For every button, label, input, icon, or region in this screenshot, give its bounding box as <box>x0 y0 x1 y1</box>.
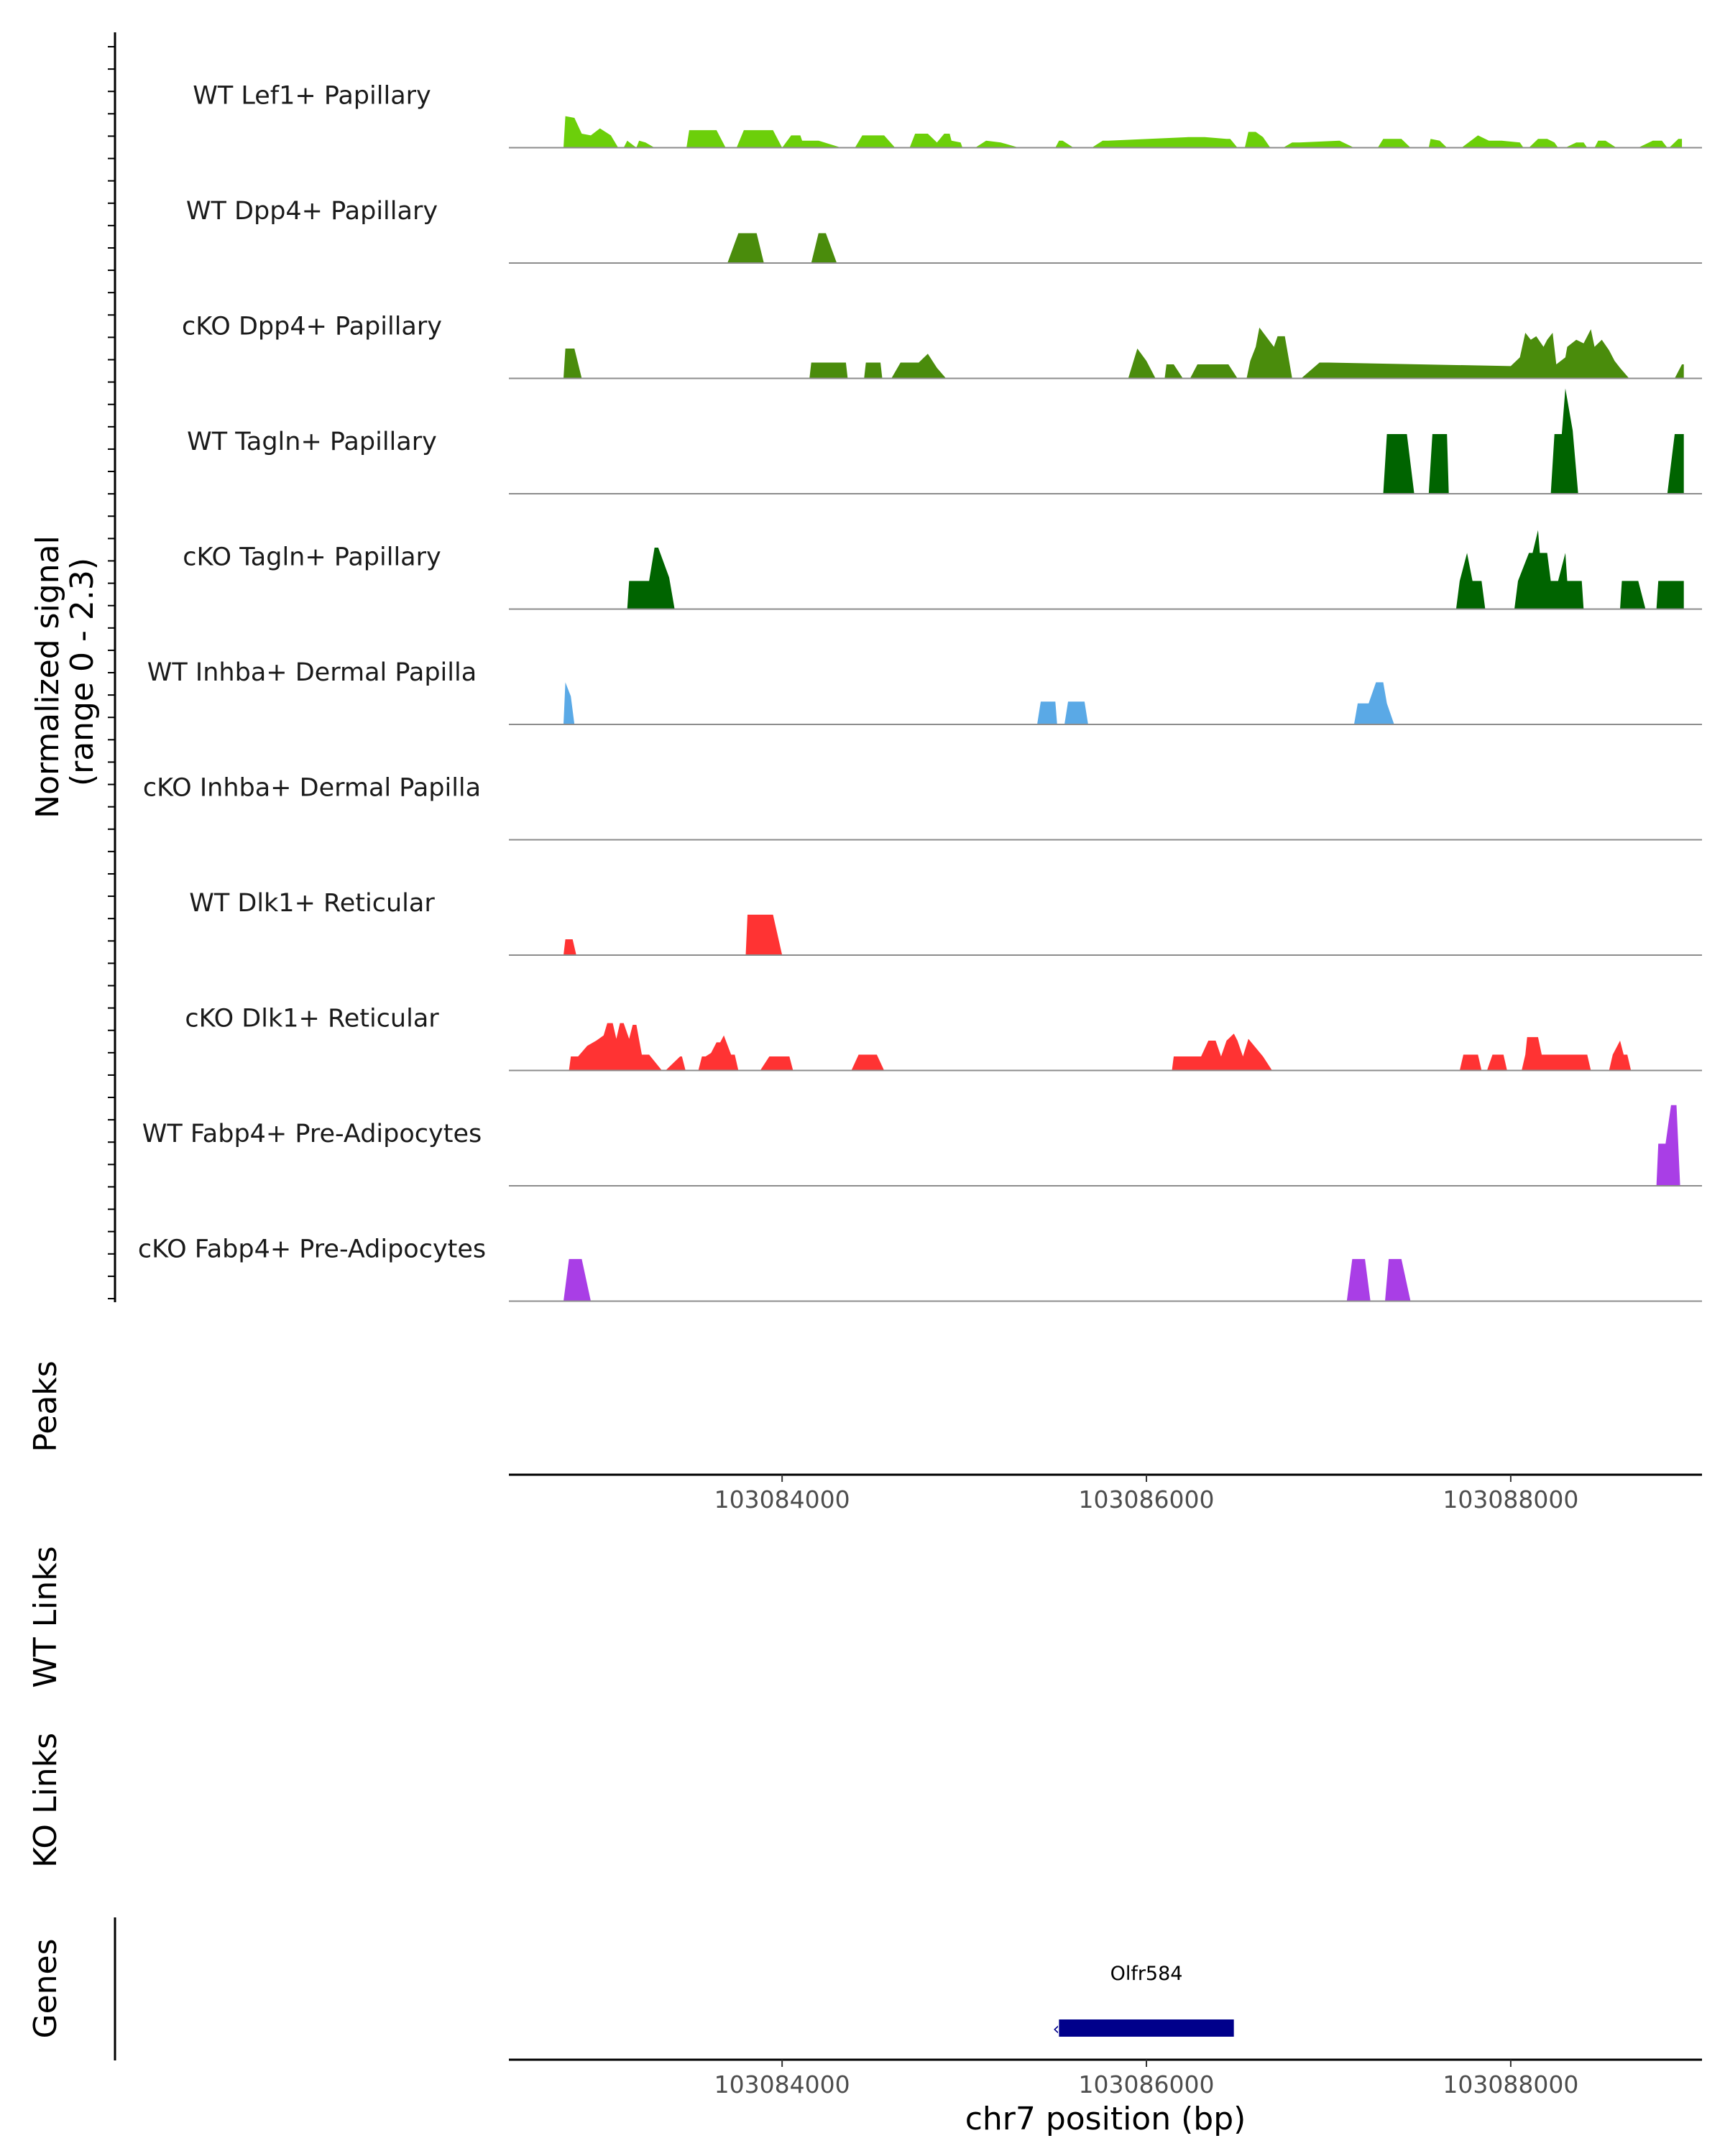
peaks-x-axis-ticks: 103084000 103086000 103088000 <box>714 1475 1578 1514</box>
track-label: WT Dlk1+ Reticular <box>189 889 435 918</box>
x-axis-title: chr7 position (bp) <box>965 2101 1246 2137</box>
gene-strand-arrow: ‹ <box>1053 2019 1060 2039</box>
x-tick-label: 103088000 <box>1443 1485 1578 1514</box>
track-cko-fabp4-pre-adipocytes: cKO Fabp4+ Pre-Adipocytes <box>138 1235 1702 1302</box>
track-wt-tagln-papillary: WT Tagln+ Papillary <box>187 388 1702 494</box>
track-cko-dlk1-reticular: cKO Dlk1+ Reticular <box>185 1005 1702 1072</box>
track-label: WT Inhba+ Dermal Papilla <box>147 658 477 687</box>
x-tick-label: 103086000 <box>1079 2070 1215 2099</box>
signal-y-axis-title-line1: Normalized signal <box>29 535 66 819</box>
gene-track: ‹ Olfr584 <box>1053 1963 1234 2039</box>
genes-x-axis-ticks: 103084000 103086000 103088000 <box>714 2060 1578 2099</box>
gene-olfr584: ‹ Olfr584 <box>1053 1963 1234 2039</box>
coverage-area <box>569 1023 1632 1071</box>
coverage-area <box>627 530 1684 609</box>
coverage-area <box>1656 1105 1680 1186</box>
gene-label: Olfr584 <box>1110 1963 1183 1985</box>
track-label: WT Lef1+ Papillary <box>193 82 431 111</box>
track-cko-dpp4-papillary: cKO Dpp4+ Papillary <box>182 313 1702 379</box>
track-label: cKO Fabp4+ Pre-Adipocytes <box>138 1235 486 1264</box>
track-label: cKO Dlk1+ Reticular <box>185 1005 439 1033</box>
coverage-area <box>564 327 1684 379</box>
track-wt-lef1-papillary: WT Lef1+ Papillary <box>193 82 1702 149</box>
track-label: WT Tagln+ Papillary <box>187 428 437 456</box>
coverage-area <box>564 682 1394 724</box>
coverage-area <box>564 116 1683 148</box>
signal-y-axis-title: Normalized signal (range 0 - 2.3) <box>29 525 101 819</box>
track-cko-inhba-dermal-papilla: cKO Inhba+ Dermal Papilla <box>143 774 1702 841</box>
coverage-area <box>727 233 837 263</box>
coverage-area <box>1383 388 1684 494</box>
x-tick-label: 103084000 <box>714 2070 850 2099</box>
ko-links-panel-label: KO Links <box>27 1733 64 1868</box>
x-tick-label: 103084000 <box>714 1485 850 1514</box>
coverage-tracks: WT Lef1+ Papillary WT Dpp4+ Papillary cKO … <box>138 82 1702 1302</box>
track-label: cKO Tagln+ Papillary <box>183 543 441 572</box>
x-tick-label: 103086000 <box>1079 1485 1215 1514</box>
track-wt-dlk1-reticular: WT Dlk1+ Reticular <box>189 889 1702 956</box>
signal-y-axis-title-line2: (range 0 - 2.3) <box>64 558 101 786</box>
track-label: cKO Inhba+ Dermal Papilla <box>143 774 481 803</box>
x-tick-label: 103088000 <box>1443 2070 1578 2099</box>
genes-panel-label: Genes <box>27 1938 64 2038</box>
coverage-area <box>564 1258 1411 1302</box>
gene-exon <box>1059 2019 1234 2037</box>
track-wt-dpp4-papillary: WT Dpp4+ Papillary <box>186 197 1702 264</box>
track-wt-fabp4-pre-adipocytes: WT Fabp4+ Pre-Adipocytes <box>142 1105 1702 1187</box>
track-label: WT Fabp4+ Pre-Adipocytes <box>142 1120 482 1148</box>
signal-y-axis <box>108 32 116 1302</box>
peaks-panel-label: Peaks <box>27 1360 64 1452</box>
track-cko-tagln-papillary: cKO Tagln+ Papillary <box>183 530 1702 610</box>
track-label: WT Dpp4+ Papillary <box>186 197 438 226</box>
coverage-area <box>564 914 783 955</box>
track-label: cKO Dpp4+ Papillary <box>182 313 442 341</box>
track-wt-inhba-dermal-papilla: WT Inhba+ Dermal Papilla <box>147 658 1702 725</box>
wt-links-panel-label: WT Links <box>27 1546 64 1687</box>
